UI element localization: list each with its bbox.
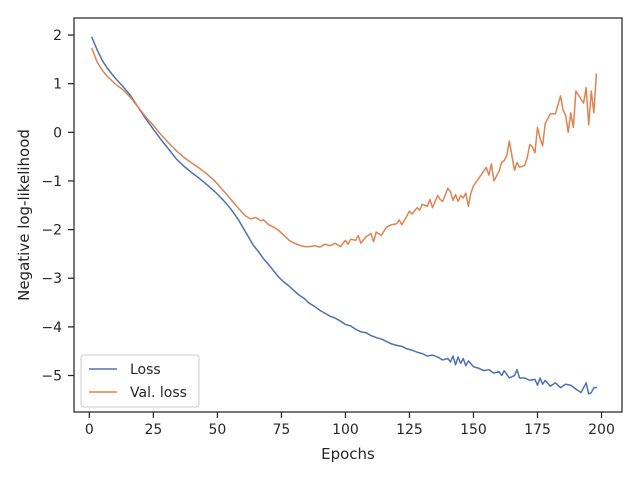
series-line-val-loss xyxy=(91,47,598,248)
legend-label-loss: Loss xyxy=(130,362,161,378)
y-tick-label: 1 xyxy=(53,77,62,93)
y-tick-label: −1 xyxy=(41,174,62,190)
y-tick-label: −4 xyxy=(41,320,62,336)
y-tick-label: 2 xyxy=(53,28,62,44)
x-axis-label: Epochs xyxy=(321,445,375,463)
y-tick-label: 0 xyxy=(53,125,62,141)
axes-frame xyxy=(73,17,623,413)
y-tick-label: −3 xyxy=(41,271,62,287)
x-tick-label: 150 xyxy=(460,422,487,438)
x-tick-label: 50 xyxy=(208,422,226,438)
legend-label-val-loss: Val. loss xyxy=(130,385,187,401)
y-axis-ticks: 2 1 0 −1 −2 −3 −4 −5 xyxy=(41,28,74,385)
x-tick-label: 125 xyxy=(396,422,423,438)
x-tick-label: 75 xyxy=(273,422,291,438)
y-tick-label: −2 xyxy=(41,223,62,239)
x-tick-label: 200 xyxy=(588,422,615,438)
y-tick-label: −5 xyxy=(41,369,62,385)
series-line-loss xyxy=(91,36,598,395)
x-axis-ticks: 0 25 50 75 100 125 150 175 200 xyxy=(85,412,615,438)
legend-box xyxy=(80,354,200,408)
y-axis-label: Negative log-likelihood xyxy=(15,129,33,301)
x-tick-label: 0 xyxy=(85,422,94,438)
legend: Loss Val. loss xyxy=(80,354,200,408)
x-tick-label: 175 xyxy=(524,422,551,438)
plot-area xyxy=(91,36,598,395)
x-tick-label: 100 xyxy=(332,422,359,438)
x-tick-label: 25 xyxy=(144,422,162,438)
